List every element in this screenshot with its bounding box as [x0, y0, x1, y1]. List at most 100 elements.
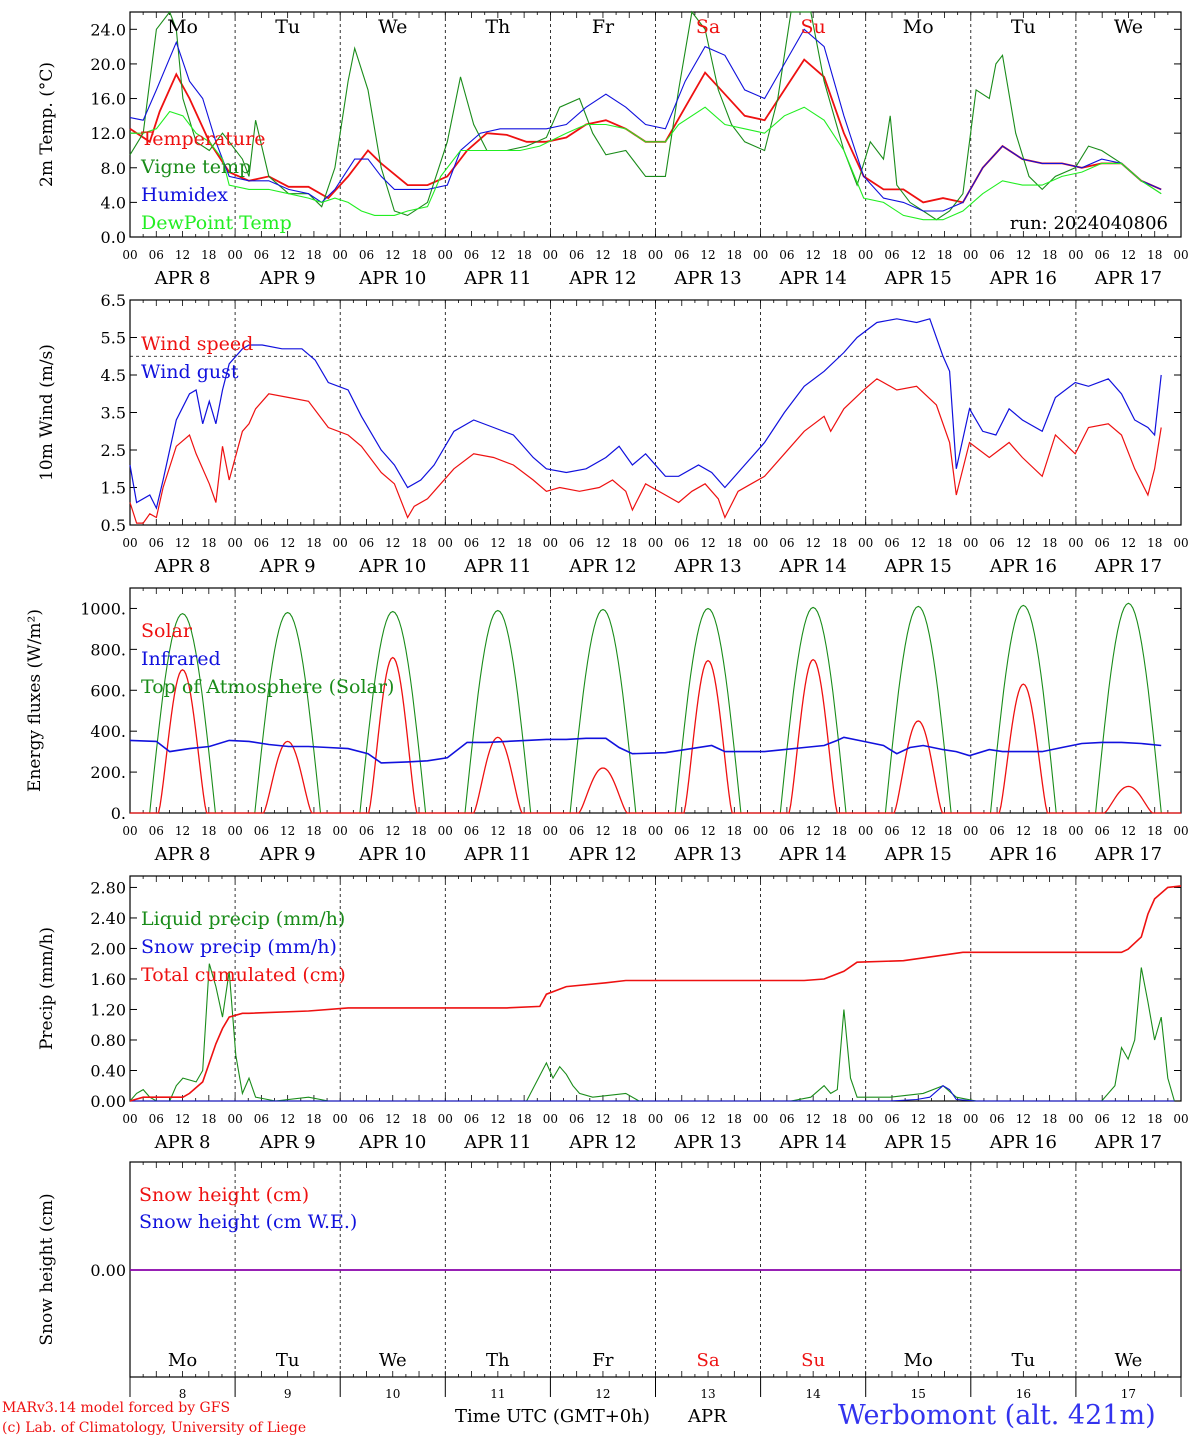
hour-tick-label: 06: [674, 536, 689, 550]
hour-tick-label: 00: [858, 824, 873, 838]
y-tick-label: 1.20: [90, 1000, 126, 1019]
hour-tick-label: 18: [937, 536, 952, 550]
day-number-label: 15: [911, 1387, 926, 1401]
hour-tick-label: 00: [543, 248, 558, 262]
hour-tick-label: 12: [490, 536, 505, 550]
hour-tick-label: 18: [411, 1112, 426, 1126]
hour-tick-label: 12: [280, 1112, 295, 1126]
hour-tick-label: 00: [963, 248, 978, 262]
legend-entry: Humidex: [141, 184, 228, 206]
hour-tick-label: 00: [753, 824, 768, 838]
series-wind-gust: [129, 318, 1162, 510]
date-label: APR 14: [779, 556, 847, 577]
date-label: APR 11: [463, 268, 531, 289]
hour-tick-label: 00: [122, 1112, 137, 1126]
hour-tick-label: 18: [516, 248, 531, 262]
hour-tick-label: 00: [122, 824, 137, 838]
x-axis-title: Time UTC (GMT+0h): [455, 1406, 650, 1427]
hour-tick-label: 06: [149, 248, 164, 262]
hour-tick-label: 12: [490, 824, 505, 838]
legend-entry: Temperature: [141, 128, 265, 150]
hour-tick-label: 18: [832, 248, 847, 262]
hour-tick-label: 12: [1016, 824, 1031, 838]
hour-tick-label: 18: [832, 536, 847, 550]
hour-tick-label: 00: [333, 1112, 348, 1126]
day-number-label: 9: [284, 1387, 292, 1401]
y-tick-label: 24.0: [90, 20, 126, 39]
hour-tick-label: 18: [306, 248, 321, 262]
hour-tick-label: 00: [1173, 1112, 1188, 1126]
hour-tick-label: 06: [884, 1112, 899, 1126]
date-label: APR 11: [463, 1132, 531, 1153]
y-tick-label: 0.00: [90, 1092, 126, 1111]
hour-tick-label: 12: [175, 824, 190, 838]
hour-tick-label: 06: [569, 824, 584, 838]
series-top-of-atmosphere: [865, 605, 971, 814]
hour-tick-label: 00: [438, 1112, 453, 1126]
hour-tick-label: 06: [254, 1112, 269, 1126]
hour-tick-label: 06: [1095, 1112, 1110, 1126]
date-label: APR 12: [568, 844, 636, 865]
date-label: APR 15: [884, 556, 952, 577]
hour-tick-label: 06: [674, 248, 689, 262]
hour-tick-label: 18: [832, 1112, 847, 1126]
panel-2: 0.5 1.5 2.5 3.5 4.5 5.5 6.5 10m Wind (m/s) Wind …: [37, 291, 1189, 577]
date-label: APR 9: [259, 1132, 316, 1153]
y-tick-label: 4.5: [101, 366, 126, 385]
panel-frame: [129, 587, 1182, 814]
month-label: APR: [688, 1406, 727, 1427]
legend-entry: Wind gust: [141, 361, 239, 383]
y-tick-label: 20.0: [90, 55, 126, 74]
series-top-of-atmosphere: [235, 611, 341, 814]
hour-tick-label: 06: [674, 824, 689, 838]
day-number-label: 13: [700, 1387, 715, 1401]
date-label: APR 12: [568, 268, 636, 289]
hour-tick-label: 00: [543, 1112, 558, 1126]
date-label: APR 16: [989, 844, 1057, 865]
hour-tick-label: 18: [411, 248, 426, 262]
hour-tick-label: 12: [175, 248, 190, 262]
hour-tick-label: 00: [438, 824, 453, 838]
legend-entry: DewPoint Temp: [141, 212, 292, 234]
hour-tick-label: 06: [1095, 536, 1110, 550]
hour-tick-label: 12: [806, 1112, 821, 1126]
date-label: APR 14: [779, 268, 847, 289]
y-tick-label: 3.5: [101, 404, 126, 423]
y-tick-label: 0.40: [90, 1061, 126, 1080]
hour-tick-label: 06: [254, 248, 269, 262]
legend-entry: Top of Atmosphere (Solar): [141, 676, 394, 698]
hour-tick-label: 06: [149, 536, 164, 550]
y-tick-label: 200.: [90, 763, 126, 782]
day-number-label: 12: [595, 1387, 610, 1401]
hour-tick-label: 00: [227, 248, 242, 262]
hour-tick-label: 06: [464, 1112, 479, 1126]
hour-tick-label: 12: [700, 536, 715, 550]
day-label: We: [378, 16, 407, 38]
y-tick-label: 8.0: [101, 159, 126, 178]
hour-tick-label: 00: [858, 536, 873, 550]
legend-entry: Solar: [141, 620, 193, 642]
hour-tick-label: 12: [595, 248, 610, 262]
y-tick-label: 6.5: [101, 291, 126, 310]
y-tick-label: 1.60: [90, 970, 126, 989]
day-number-label: 11: [490, 1387, 505, 1401]
hour-tick-label: 18: [516, 824, 531, 838]
y-tick-label: 2.80: [90, 878, 126, 897]
hour-tick-label: 12: [280, 824, 295, 838]
series-top-of-atmosphere: [130, 612, 236, 814]
day-label: Mo: [168, 1350, 197, 1371]
hour-tick-label: 18: [1042, 824, 1057, 838]
date-label: APR 17: [1094, 844, 1162, 865]
hour-tick-label: 18: [201, 824, 216, 838]
series-snow-precip-mm-h-: [130, 1085, 1175, 1102]
y-tick-label: 12.0: [90, 124, 126, 143]
hour-tick-label: 12: [806, 824, 821, 838]
day-label: Sa: [697, 1350, 720, 1371]
hour-tick-label: 00: [858, 1112, 873, 1126]
day-number-label: 14: [806, 1387, 822, 1401]
legend-entry: Infrared: [141, 648, 221, 670]
hour-tick-label: 12: [385, 248, 400, 262]
series-solar: [655, 659, 761, 814]
hour-tick-label: 12: [911, 1112, 926, 1126]
